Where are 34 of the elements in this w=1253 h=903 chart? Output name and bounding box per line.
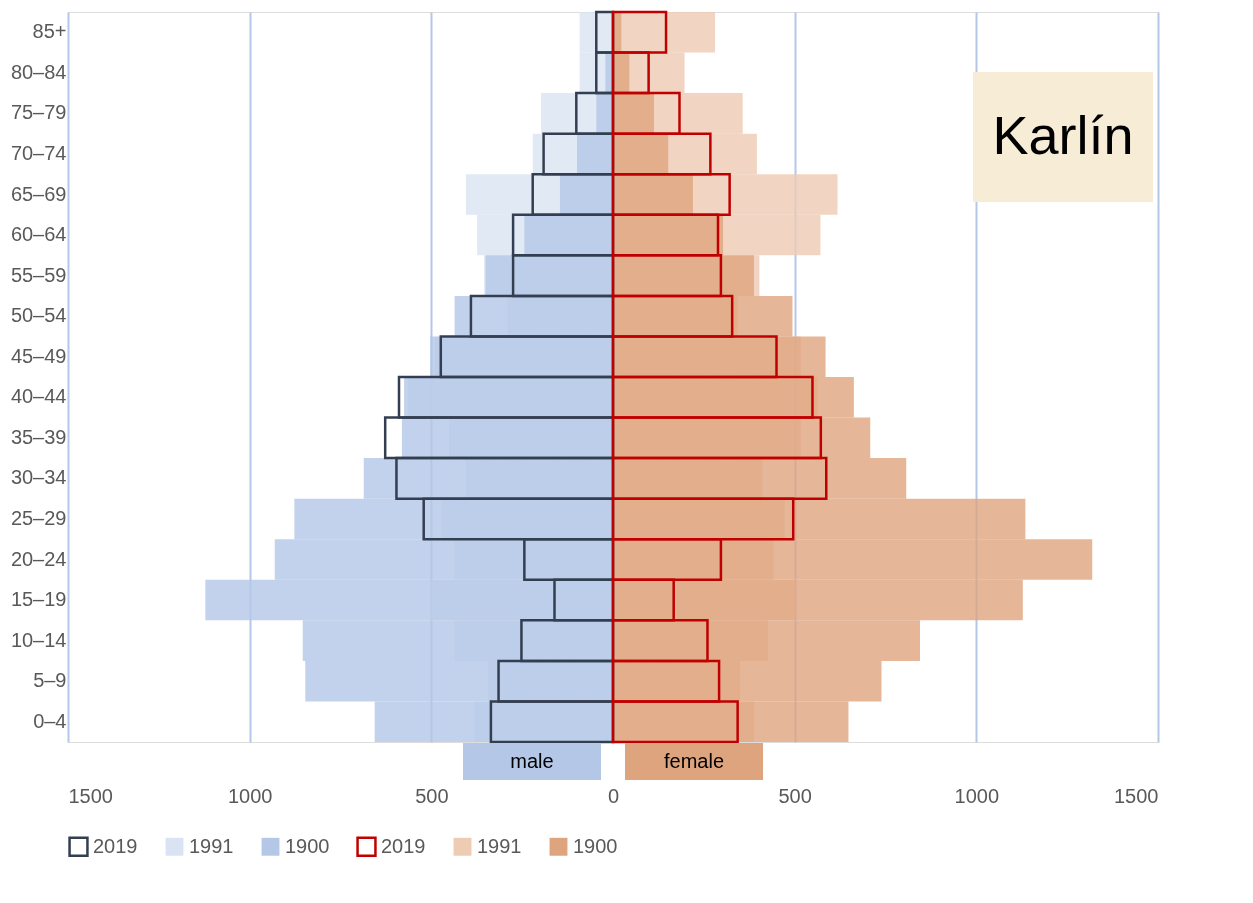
legend-label: 2019 <box>381 834 426 857</box>
legend-label: 1991 <box>477 834 522 857</box>
y-tick-label: 10–14 <box>10 628 67 651</box>
text: male <box>510 750 554 772</box>
legend-label: 2019 <box>93 834 138 857</box>
legend-label: 1900 <box>573 834 618 857</box>
y-tick-label: 0–4 <box>33 709 67 732</box>
legend-label: 1900 <box>285 834 330 857</box>
y-tick-label: 55–59 <box>10 263 67 286</box>
x-tick-label: 500 <box>415 784 449 807</box>
y-tick-label: 25–29 <box>10 506 67 529</box>
y-tick-label: 35–39 <box>10 425 67 448</box>
y-tick-label: 75–79 <box>10 101 67 124</box>
y-tick-label: 40–44 <box>10 385 67 408</box>
x-tick-label: 1000 <box>227 784 273 807</box>
y-tick-label: 80–84 <box>10 60 67 83</box>
y-tick-label: 20–24 <box>10 547 67 570</box>
x-tick-label: 0 <box>607 784 620 807</box>
y-tick-label: 30–34 <box>10 466 67 489</box>
y-tick-label: 50–54 <box>10 304 67 327</box>
legend-label: 1991 <box>189 834 234 857</box>
y-tick-label: 65–69 <box>10 182 67 205</box>
text: female <box>663 750 725 772</box>
text: Karlín <box>992 105 1134 165</box>
y-tick-label: 85+ <box>32 20 67 43</box>
y-tick-label: 15–19 <box>10 588 67 611</box>
y-tick-label: 5–9 <box>33 669 67 692</box>
x-tick-label: 1000 <box>954 784 1000 807</box>
x-tick-label: 500 <box>778 784 812 807</box>
y-tick-label: 70–74 <box>10 141 67 164</box>
x-tick-label: 1500 <box>68 784 113 807</box>
y-tick-label: 60–64 <box>10 223 67 246</box>
y-tick-label: 45–49 <box>10 344 67 367</box>
x-tick-label: 1500 <box>1114 784 1159 807</box>
